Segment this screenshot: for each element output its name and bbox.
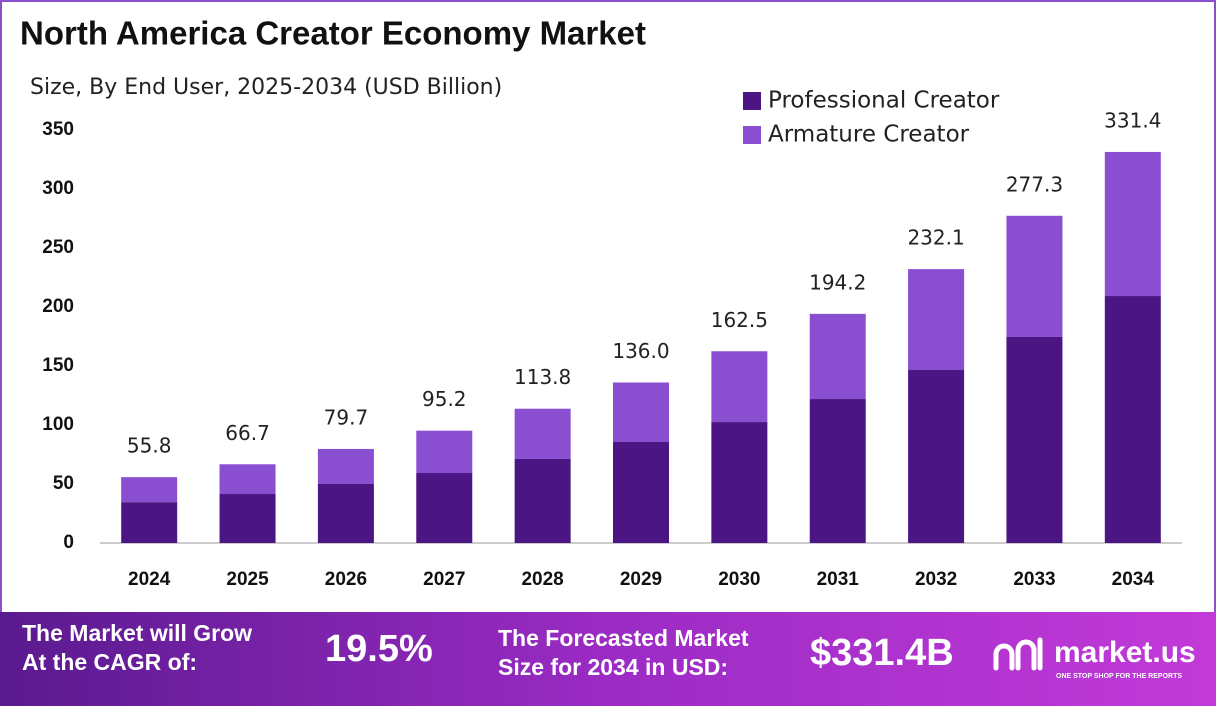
bar-segment — [711, 351, 768, 423]
legend-label: Professional Creator — [768, 88, 1000, 114]
x-tick-label: 2028 — [521, 569, 563, 590]
x-tick-label: 2029 — [620, 569, 662, 590]
forecast-value: $331.4B — [810, 632, 954, 674]
bar-segment — [121, 502, 178, 543]
x-tick-label: 2030 — [718, 569, 760, 590]
total-label: 331.4 — [1104, 108, 1161, 132]
x-tick-label: 2027 — [423, 569, 465, 590]
y-tick-label: 100 — [42, 414, 74, 435]
legend-swatch — [743, 92, 761, 110]
total-label: 79.7 — [324, 405, 369, 429]
forecast-label: The Forecasted Market — [498, 625, 749, 651]
y-tick-label: 200 — [42, 296, 74, 317]
bar-segment — [219, 464, 276, 495]
bar-segment — [711, 422, 768, 543]
bar-segment — [1104, 151, 1161, 297]
x-tick-label: 2033 — [1013, 569, 1055, 590]
x-tick-label: 2031 — [817, 569, 860, 590]
bar-segment — [613, 382, 669, 442]
cagr-label: The Market will Grow — [22, 620, 252, 646]
total-label: 194.2 — [809, 270, 866, 294]
total-label: 136.0 — [612, 339, 669, 363]
total-label: 113.8 — [514, 365, 571, 389]
bar-segment — [1006, 336, 1063, 543]
total-label: 162.5 — [711, 308, 768, 332]
total-label: 232.1 — [907, 226, 964, 250]
chart-title: North America Creator Economy Market — [20, 15, 646, 52]
bar-segment — [121, 477, 178, 503]
x-tick-label: 2026 — [325, 569, 367, 590]
bar-segment — [219, 494, 276, 543]
bar-segment — [809, 399, 866, 543]
x-tick-label: 2024 — [128, 569, 171, 590]
y-tick-label: 250 — [42, 237, 74, 258]
y-tick-label: 50 — [53, 473, 74, 494]
bar-segment — [317, 448, 374, 484]
bar-segment — [416, 430, 473, 474]
x-tick-label: 2032 — [915, 569, 957, 590]
bar-segment — [1006, 215, 1063, 337]
cagr-value: 19.5% — [325, 628, 433, 670]
bar-segment — [514, 408, 571, 459]
tagline: ONE STOP SHOP FOR THE REPORTS — [1056, 673, 1182, 680]
x-tick-label: 2025 — [226, 569, 269, 590]
logo-icon — [993, 637, 1043, 671]
total-label: 55.8 — [127, 434, 172, 458]
y-tick-label: 350 — [42, 119, 74, 140]
x-tick-label: 2034 — [1112, 569, 1155, 590]
bar-segment — [809, 313, 866, 400]
bar-segment — [317, 484, 374, 543]
total-label: 95.2 — [422, 387, 467, 411]
bar-segment — [613, 441, 669, 543]
bar-segment — [908, 269, 965, 371]
y-tick-label: 0 — [63, 532, 74, 553]
bar-segment — [416, 473, 473, 543]
legend-label: Armature Creator — [768, 122, 970, 148]
chart-subtitle: Size, By End User, 2025-2034 (USD Billio… — [30, 75, 502, 100]
y-tick-label: 150 — [42, 355, 74, 376]
total-label: 277.3 — [1006, 172, 1063, 196]
brand: market.us — [1054, 636, 1196, 669]
forecast-label: Size for 2034 in USD: — [498, 654, 728, 680]
bar-segment — [908, 370, 965, 543]
total-label: 66.7 — [225, 421, 270, 445]
y-tick-label: 300 — [42, 178, 74, 199]
bar-segment — [1104, 296, 1161, 543]
legend-swatch — [743, 126, 761, 144]
bar-segment — [514, 458, 571, 543]
cagr-label: At the CAGR of: — [22, 649, 197, 675]
